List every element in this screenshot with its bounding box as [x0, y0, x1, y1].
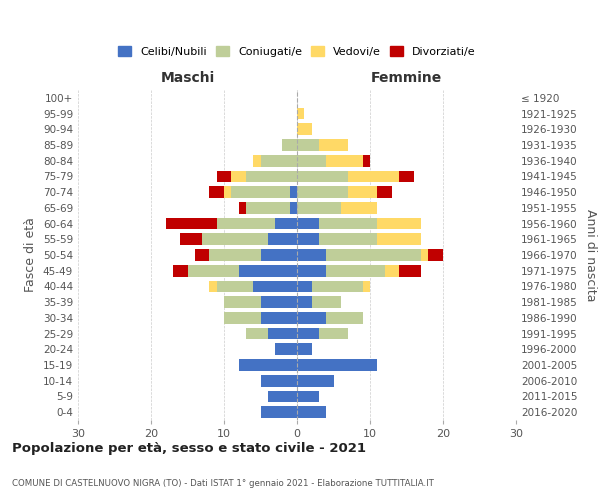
- Bar: [268, 390, 297, 402]
- Bar: [377, 186, 392, 198]
- Bar: [319, 328, 348, 340]
- Bar: [297, 234, 319, 245]
- Bar: [297, 139, 319, 151]
- Bar: [399, 265, 421, 276]
- Bar: [209, 186, 224, 198]
- Text: Femmine: Femmine: [371, 72, 442, 86]
- Bar: [362, 155, 370, 166]
- Bar: [297, 312, 326, 324]
- Bar: [275, 344, 297, 355]
- Bar: [173, 265, 187, 276]
- Bar: [217, 218, 275, 230]
- Bar: [428, 249, 443, 261]
- Bar: [260, 375, 297, 386]
- Bar: [209, 249, 260, 261]
- Bar: [260, 406, 297, 418]
- Legend: Celibi/Nubili, Coniugati/e, Vedovi/e, Divorziati/e: Celibi/Nubili, Coniugati/e, Vedovi/e, Di…: [118, 46, 476, 57]
- Bar: [297, 155, 326, 166]
- Text: Popolazione per età, sesso e stato civile - 2021: Popolazione per età, sesso e stato civil…: [12, 442, 366, 455]
- Bar: [217, 280, 253, 292]
- Bar: [362, 280, 370, 292]
- Bar: [319, 139, 348, 151]
- Bar: [283, 139, 297, 151]
- Bar: [297, 296, 311, 308]
- Bar: [297, 344, 311, 355]
- Bar: [260, 312, 297, 324]
- Text: COMUNE DI CASTELNUOVO NIGRA (TO) - Dati ISTAT 1° gennaio 2021 - Elaborazione TUT: COMUNE DI CASTELNUOVO NIGRA (TO) - Dati …: [12, 478, 434, 488]
- Bar: [239, 202, 246, 214]
- Bar: [297, 108, 304, 120]
- Bar: [311, 296, 341, 308]
- Bar: [202, 234, 268, 245]
- Bar: [377, 234, 421, 245]
- Bar: [260, 155, 297, 166]
- Bar: [326, 155, 362, 166]
- Bar: [377, 218, 421, 230]
- Bar: [311, 280, 363, 292]
- Bar: [246, 328, 268, 340]
- Bar: [297, 186, 348, 198]
- Bar: [224, 312, 260, 324]
- Bar: [268, 234, 297, 245]
- Bar: [275, 218, 297, 230]
- Bar: [297, 124, 311, 135]
- Bar: [297, 359, 377, 371]
- Bar: [297, 328, 319, 340]
- Bar: [297, 249, 326, 261]
- Bar: [297, 406, 326, 418]
- Bar: [180, 234, 202, 245]
- Bar: [297, 218, 319, 230]
- Bar: [239, 359, 297, 371]
- Bar: [290, 186, 297, 198]
- Bar: [399, 170, 414, 182]
- Bar: [385, 265, 399, 276]
- Bar: [268, 328, 297, 340]
- Bar: [239, 265, 297, 276]
- Bar: [224, 296, 260, 308]
- Bar: [290, 202, 297, 214]
- Bar: [217, 170, 232, 182]
- Bar: [297, 280, 311, 292]
- Bar: [209, 280, 217, 292]
- Bar: [253, 280, 297, 292]
- Bar: [319, 218, 377, 230]
- Bar: [224, 186, 232, 198]
- Y-axis label: Fasce di età: Fasce di età: [25, 218, 37, 292]
- Bar: [187, 265, 239, 276]
- Bar: [341, 202, 377, 214]
- Bar: [297, 202, 341, 214]
- Text: Maschi: Maschi: [160, 72, 215, 86]
- Bar: [348, 186, 377, 198]
- Bar: [195, 249, 209, 261]
- Bar: [319, 234, 377, 245]
- Bar: [297, 170, 348, 182]
- Bar: [166, 218, 217, 230]
- Bar: [260, 296, 297, 308]
- Bar: [326, 312, 362, 324]
- Bar: [297, 265, 326, 276]
- Bar: [246, 170, 297, 182]
- Y-axis label: Anni di nascita: Anni di nascita: [584, 209, 597, 301]
- Bar: [297, 390, 319, 402]
- Bar: [326, 265, 385, 276]
- Bar: [297, 375, 334, 386]
- Bar: [260, 249, 297, 261]
- Bar: [232, 170, 246, 182]
- Bar: [326, 249, 421, 261]
- Bar: [421, 249, 428, 261]
- Bar: [348, 170, 399, 182]
- Bar: [232, 186, 290, 198]
- Bar: [246, 202, 290, 214]
- Bar: [253, 155, 260, 166]
